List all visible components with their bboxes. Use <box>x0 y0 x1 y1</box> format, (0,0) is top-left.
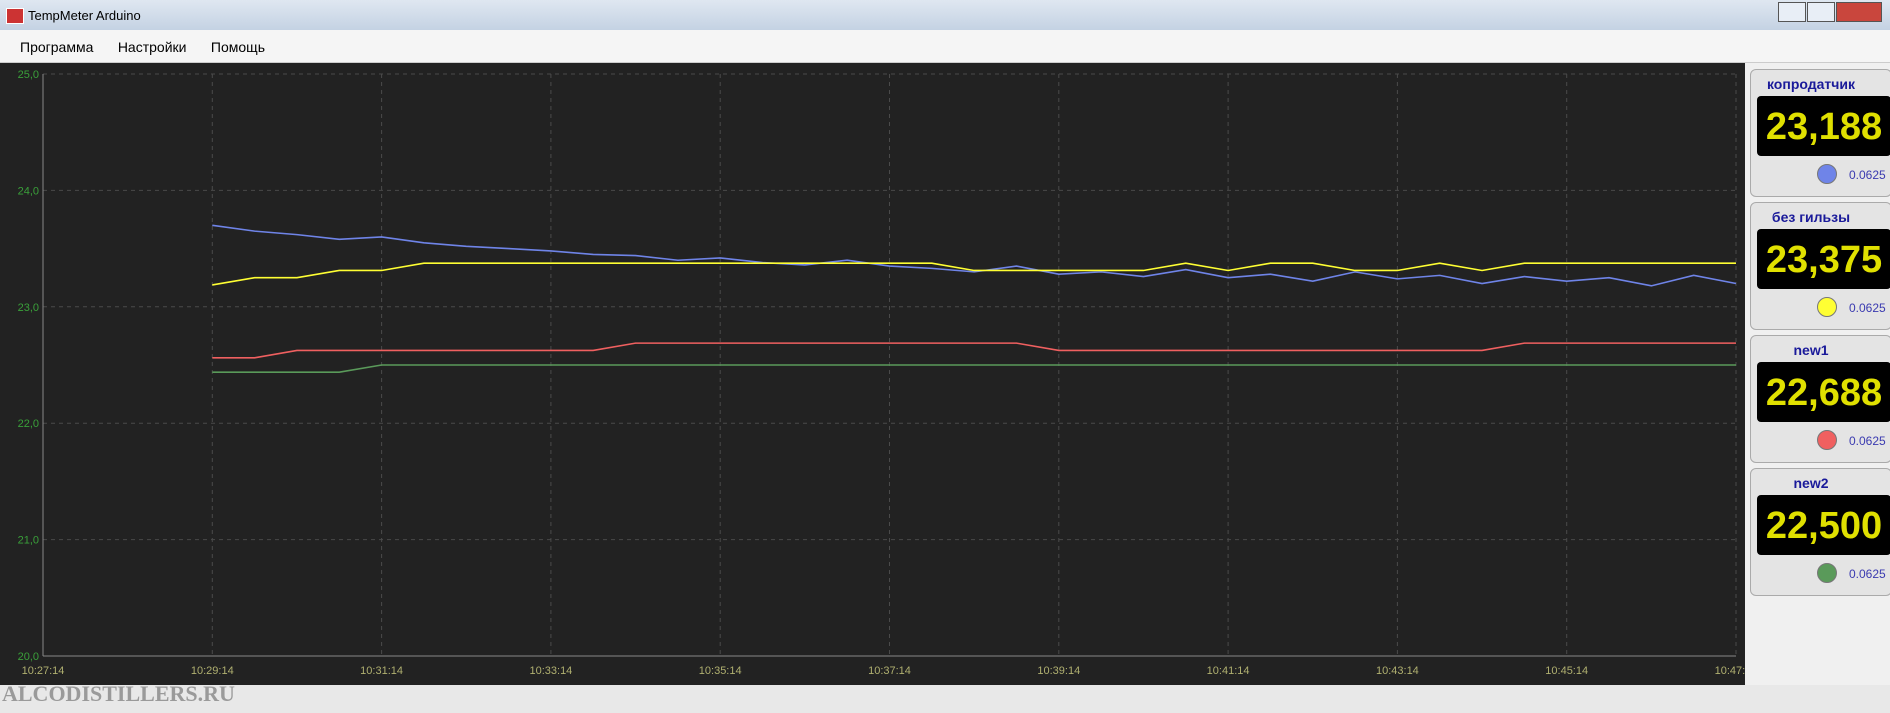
value-display <box>1757 229 1890 289</box>
sensor-card: без гильзы 23,375 0.0625 <box>1750 202 1890 330</box>
series-line <box>212 224 1737 287</box>
chart: 20,0 21,0 22,0 23,0 24,0 25,0 10:27:14 10:29:14… <box>18 69 1758 677</box>
x-tick-label: 10:29:14 <box>191 665 234 677</box>
minimize-button[interactable] <box>1778 2 1806 22</box>
window-title: TempMeter Arduino <box>28 8 141 23</box>
sensor-name: new2 <box>1793 475 1829 491</box>
sensor-value: 23,375 <box>1765 239 1883 281</box>
x-tick-label: 10:35:14 <box>699 665 742 677</box>
x-tick-label: 10:33:14 <box>529 665 572 677</box>
watermark: ALCODISTILLERS.RU <box>2 681 235 706</box>
x-tick-label: 10:27:14 <box>22 665 65 677</box>
sensor-card: new1 22,688 0.0625 <box>1750 335 1890 463</box>
chart-area: 20,0 21,0 22,0 23,0 24,0 25,0 10:27:14 10:29:14… <box>0 63 1758 685</box>
value-display <box>1757 495 1890 555</box>
sensor-color <box>1817 430 1837 450</box>
sensor-step: 0.0625 <box>1849 567 1886 581</box>
window-buttons <box>1777 2 1882 22</box>
y-tick-label: 22,0 <box>18 418 39 430</box>
sensor-name: копродатчик <box>1766 76 1856 92</box>
sensor-name: без гильзы <box>1771 209 1851 225</box>
maximize-button[interactable] <box>1807 2 1835 22</box>
close-button[interactable] <box>1836 2 1882 22</box>
app-icon <box>6 8 24 24</box>
x-tick-label: 10:47:14 <box>1715 665 1745 677</box>
sensor-panel: копродатчик 23,188 0.0625 без гильзы 23,375 0… <box>1746 63 1890 685</box>
y-tick-label: 20,0 <box>18 651 39 663</box>
status-bar <box>0 685 1890 713</box>
x-tick-label: 10:43:14 <box>1376 665 1419 677</box>
menu-item[interactable]: Помощь <box>210 39 265 55</box>
sensor-step: 0.0625 <box>1849 434 1886 448</box>
sensor-value: 22,688 <box>1765 372 1883 414</box>
series-line <box>212 342 1736 359</box>
sensor-color <box>1817 164 1837 184</box>
value-display <box>1757 96 1890 156</box>
y-tick-label: 24,0 <box>18 185 39 197</box>
sensor-value: 23,188 <box>1765 106 1883 148</box>
sensor-step: 0.0625 <box>1849 168 1886 182</box>
sensor-card: new2 22,500 0.0625 <box>1750 468 1890 596</box>
x-tick-label: 10:37:14 <box>868 665 911 677</box>
series-line <box>212 262 1736 286</box>
x-tick-label: 10:39:14 <box>1037 665 1080 677</box>
sensor-card: копродатчик 23,188 0.0625 <box>1750 69 1890 197</box>
x-tick-label: 10:41:14 <box>1207 665 1250 677</box>
x-tick-label: 10:45:14 <box>1545 665 1588 677</box>
y-tick-label: 25,0 <box>18 69 39 81</box>
title-bar: TempMeter Arduino <box>0 0 1890 30</box>
menu-item[interactable]: Настройки <box>117 39 187 55</box>
sensor-step: 0.0625 <box>1849 301 1886 315</box>
y-tick-label: 23,0 <box>18 302 39 314</box>
menu-bar: Программа Настройки Помощь <box>0 30 1890 63</box>
sensor-name: new1 <box>1793 342 1829 358</box>
series-line <box>212 364 1736 374</box>
sensor-color <box>1817 297 1837 317</box>
menu-item[interactable]: Программа <box>20 39 94 55</box>
x-tick-label: 10:31:14 <box>360 665 403 677</box>
y-tick-label: 21,0 <box>18 535 39 547</box>
value-display <box>1757 362 1890 422</box>
sensor-color <box>1817 563 1837 583</box>
sensor-value: 22,500 <box>1765 505 1883 547</box>
